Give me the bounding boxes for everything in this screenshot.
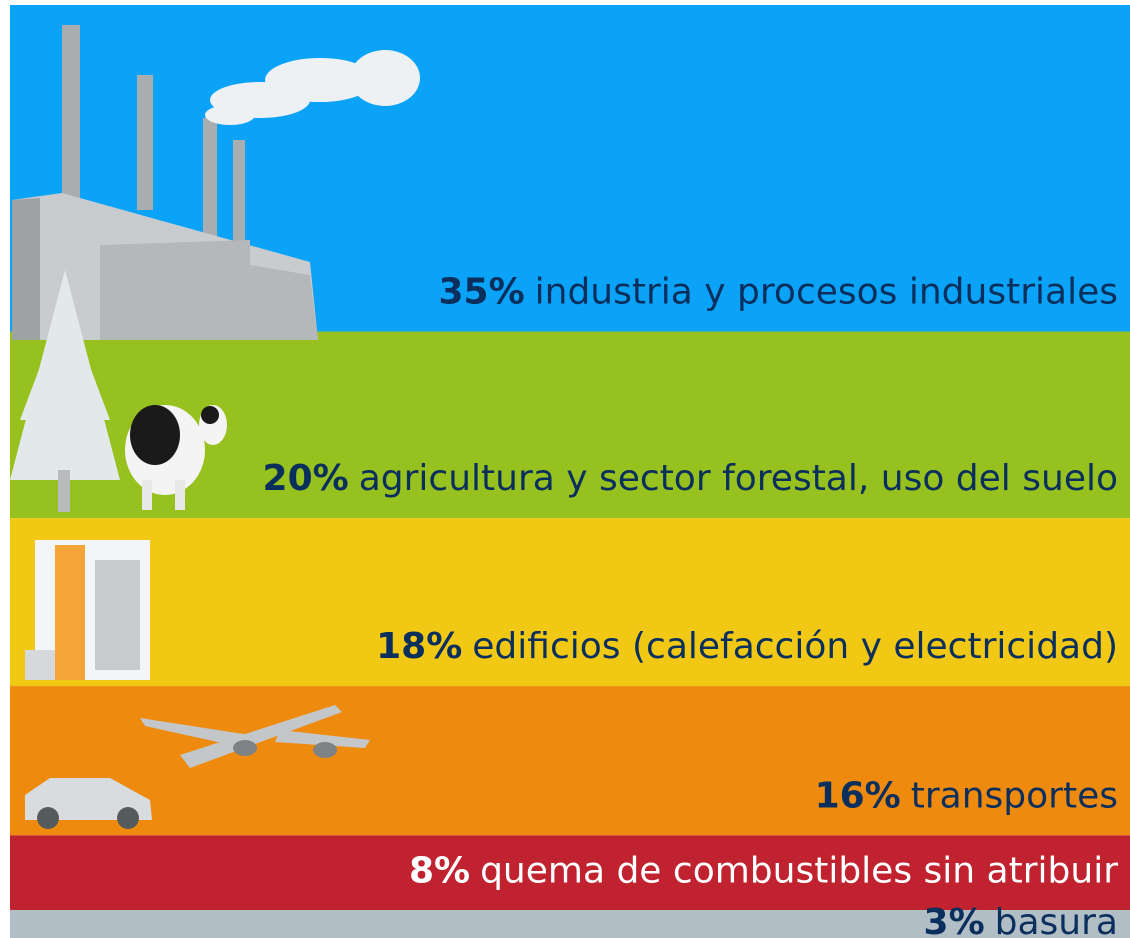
percent-label: 3%: [924, 902, 985, 938]
band-label: 20% agricultura y sector forestal, uso de…: [263, 458, 1118, 499]
factory: [12, 25, 318, 340]
category-label: basura: [995, 902, 1118, 938]
cow: [125, 405, 227, 510]
percent-label: 35%: [438, 272, 524, 313]
tree: [10, 270, 120, 512]
band: [10, 910, 1130, 938]
band-label: 8% quema de combustibles sin atribuir: [409, 851, 1118, 892]
band-label: 16% transportes: [815, 775, 1118, 816]
category-label: transportes: [911, 775, 1118, 816]
category-label: edificios (calefacción y electricidad): [472, 626, 1118, 667]
category-label: quema de combustibles sin atribuir: [480, 851, 1118, 892]
category-label: industria y procesos industriales: [535, 272, 1118, 313]
labels: 35% industria y procesos industriales 20% a…: [263, 272, 1119, 938]
category-label: agricultura y sector forestal, uso del s…: [359, 458, 1118, 499]
percent-label: 18%: [376, 626, 462, 667]
smoke: [205, 50, 420, 125]
band: [10, 518, 1130, 687]
band: [10, 835, 1130, 911]
bands: [10, 5, 1130, 938]
percent-label: 8%: [409, 851, 470, 892]
band-label: 3% basura: [924, 902, 1118, 938]
percent-label: 16%: [815, 775, 901, 816]
airplane: [140, 705, 370, 768]
percent-label: 20%: [263, 458, 349, 499]
band-label: 35% industria y procesos industriales: [438, 272, 1118, 313]
car: [25, 778, 152, 829]
band-label: 18% edificios (calefacción y electricidad…: [376, 626, 1118, 667]
building: [25, 540, 150, 680]
illustrations: [10, 25, 420, 829]
